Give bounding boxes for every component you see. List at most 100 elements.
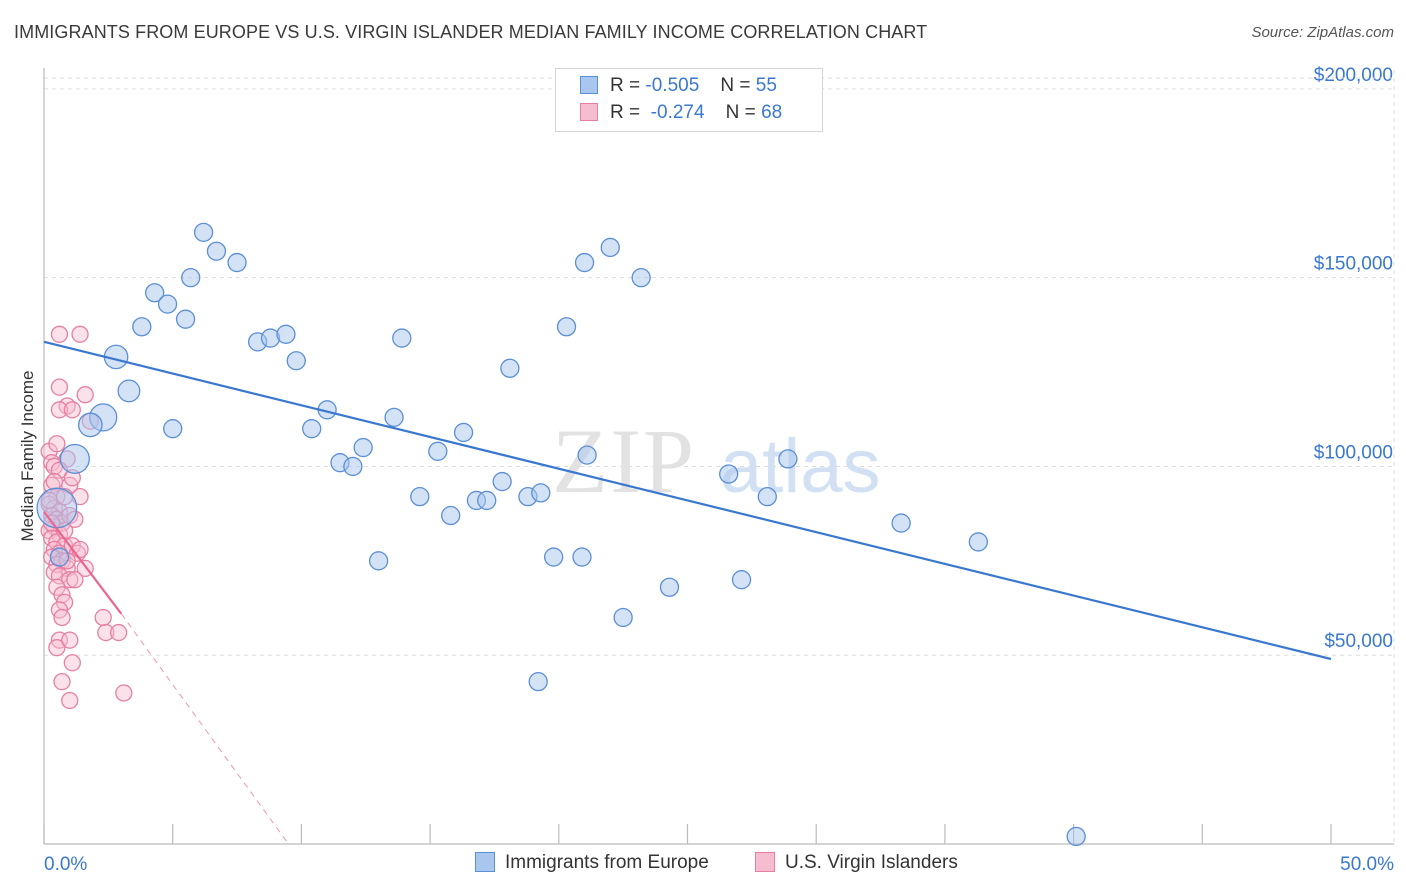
virgin-islanders-point [97,623,115,642]
virgin-islanders-trend-line [43,511,123,615]
chart-title: IMMIGRANTS FROM EUROPE VS U.S. VIRGIN IS… [14,22,928,42]
virgin-islanders-point [53,608,71,627]
europe-point [477,490,497,511]
europe-point [193,222,214,243]
europe-point [36,487,78,529]
r-value: -0.505 [645,75,700,96]
n-value: 55 [755,75,777,96]
virgin-islanders-point [61,691,79,710]
stats-legend-row-virgin-islanders: R = -0.274 N = 68 [580,102,782,126]
europe-point [600,237,620,258]
europe-point [145,283,165,303]
europe-point [492,471,512,492]
virgin-islanders-point [115,684,133,702]
r-label: R = [610,102,641,123]
europe-legend-swatch-icon [475,852,495,872]
europe-point [757,486,777,507]
virgin-islanders-point [50,401,69,419]
virgin-islanders-point [63,401,81,419]
europe-point [891,513,911,533]
europe-point [132,317,152,337]
europe-point [441,505,461,526]
europe-point [410,486,430,507]
europe-point [556,317,577,337]
legend-label-europe: Immigrants from Europe [505,852,709,873]
europe-trend-line [43,340,1332,661]
virgin-islanders-point [48,435,66,453]
europe-point [384,407,404,428]
legend-item-europe[interactable]: Immigrants from Europe [475,852,709,874]
virgin-islanders-point [61,631,79,649]
europe-point [227,252,247,273]
virgin-islanders-point [53,672,71,691]
europe-point [59,443,90,474]
europe-point [500,358,520,378]
europe-point [531,483,551,503]
r-label: R = [610,75,641,96]
source-credit: Source: ZipAtlas.com [1251,24,1394,41]
europe-point [719,464,739,484]
europe-point [175,309,196,329]
europe-point [368,551,389,571]
europe-point [453,422,474,443]
europe-point [392,328,412,348]
europe-point [577,445,597,465]
europe-point [157,294,178,314]
europe-point [343,456,363,477]
legend-label-virgin-islanders: U.S. Virgin Islanders [785,852,958,873]
europe-point [968,532,989,552]
stats-legend: R = -0.505 N = 55 R = -0.274 N = 68 [555,68,823,132]
europe-point [613,607,633,628]
y-tick-label: $100,000 [1314,442,1393,463]
europe-point [631,268,651,288]
virgin-islanders-point [76,386,94,404]
x-tick-label: 50.0% [1340,854,1394,875]
europe-point [276,324,296,344]
legend-item-virgin-islanders[interactable]: U.S. Virgin Islanders [755,852,958,874]
n-label: N = [720,75,751,96]
n-value: 68 [761,102,783,123]
series-legend: Immigrants from Europe U.S. Virgin Islan… [0,852,1406,878]
europe-point [731,570,752,590]
virgin-islanders-point [94,608,112,627]
europe-point [49,547,70,567]
europe-point [286,351,306,371]
virgin-islanders-point [71,540,89,559]
europe-point [163,419,183,439]
europe-point [206,241,227,261]
europe-point [1066,826,1086,847]
virgin-islanders-point [63,654,81,672]
watermark-zip: ZIP [552,410,696,512]
virgin-islanders-point [50,325,69,343]
virgin-islanders-legend-swatch-icon [755,852,775,872]
europe-point [528,671,548,692]
europe-point [778,449,798,469]
virgin-islanders-point [48,639,66,657]
y-tick-label: $50,000 [1324,631,1393,652]
europe-point [117,379,141,403]
europe-swatch-icon [580,76,598,94]
n-label: N = [725,102,756,123]
europe-point [353,437,373,458]
europe-point [572,547,592,567]
virgin-islanders-swatch-icon [580,103,598,121]
virgin-islanders-point [66,571,84,589]
europe-point [659,577,680,597]
europe-point [302,419,322,439]
virgin-islanders-point [45,472,63,491]
europe-point [574,252,595,273]
europe-point [181,268,201,288]
europe-point [544,547,564,567]
virgin-islanders-trend-extension [120,613,289,845]
r-value: -0.274 [650,102,705,123]
virgin-islanders-point [61,571,79,589]
y-tick-label: $150,000 [1314,254,1393,275]
watermark-atlas: atlas [720,424,881,509]
stats-legend-row-europe: R = -0.505 N = 55 [580,75,777,99]
europe-point [77,412,103,438]
y-tick-label: $200,000 [1314,65,1393,86]
virgin-islanders-point [50,378,69,396]
virgin-islanders-point [109,623,128,642]
x-tick-label: 0.0% [44,854,87,875]
